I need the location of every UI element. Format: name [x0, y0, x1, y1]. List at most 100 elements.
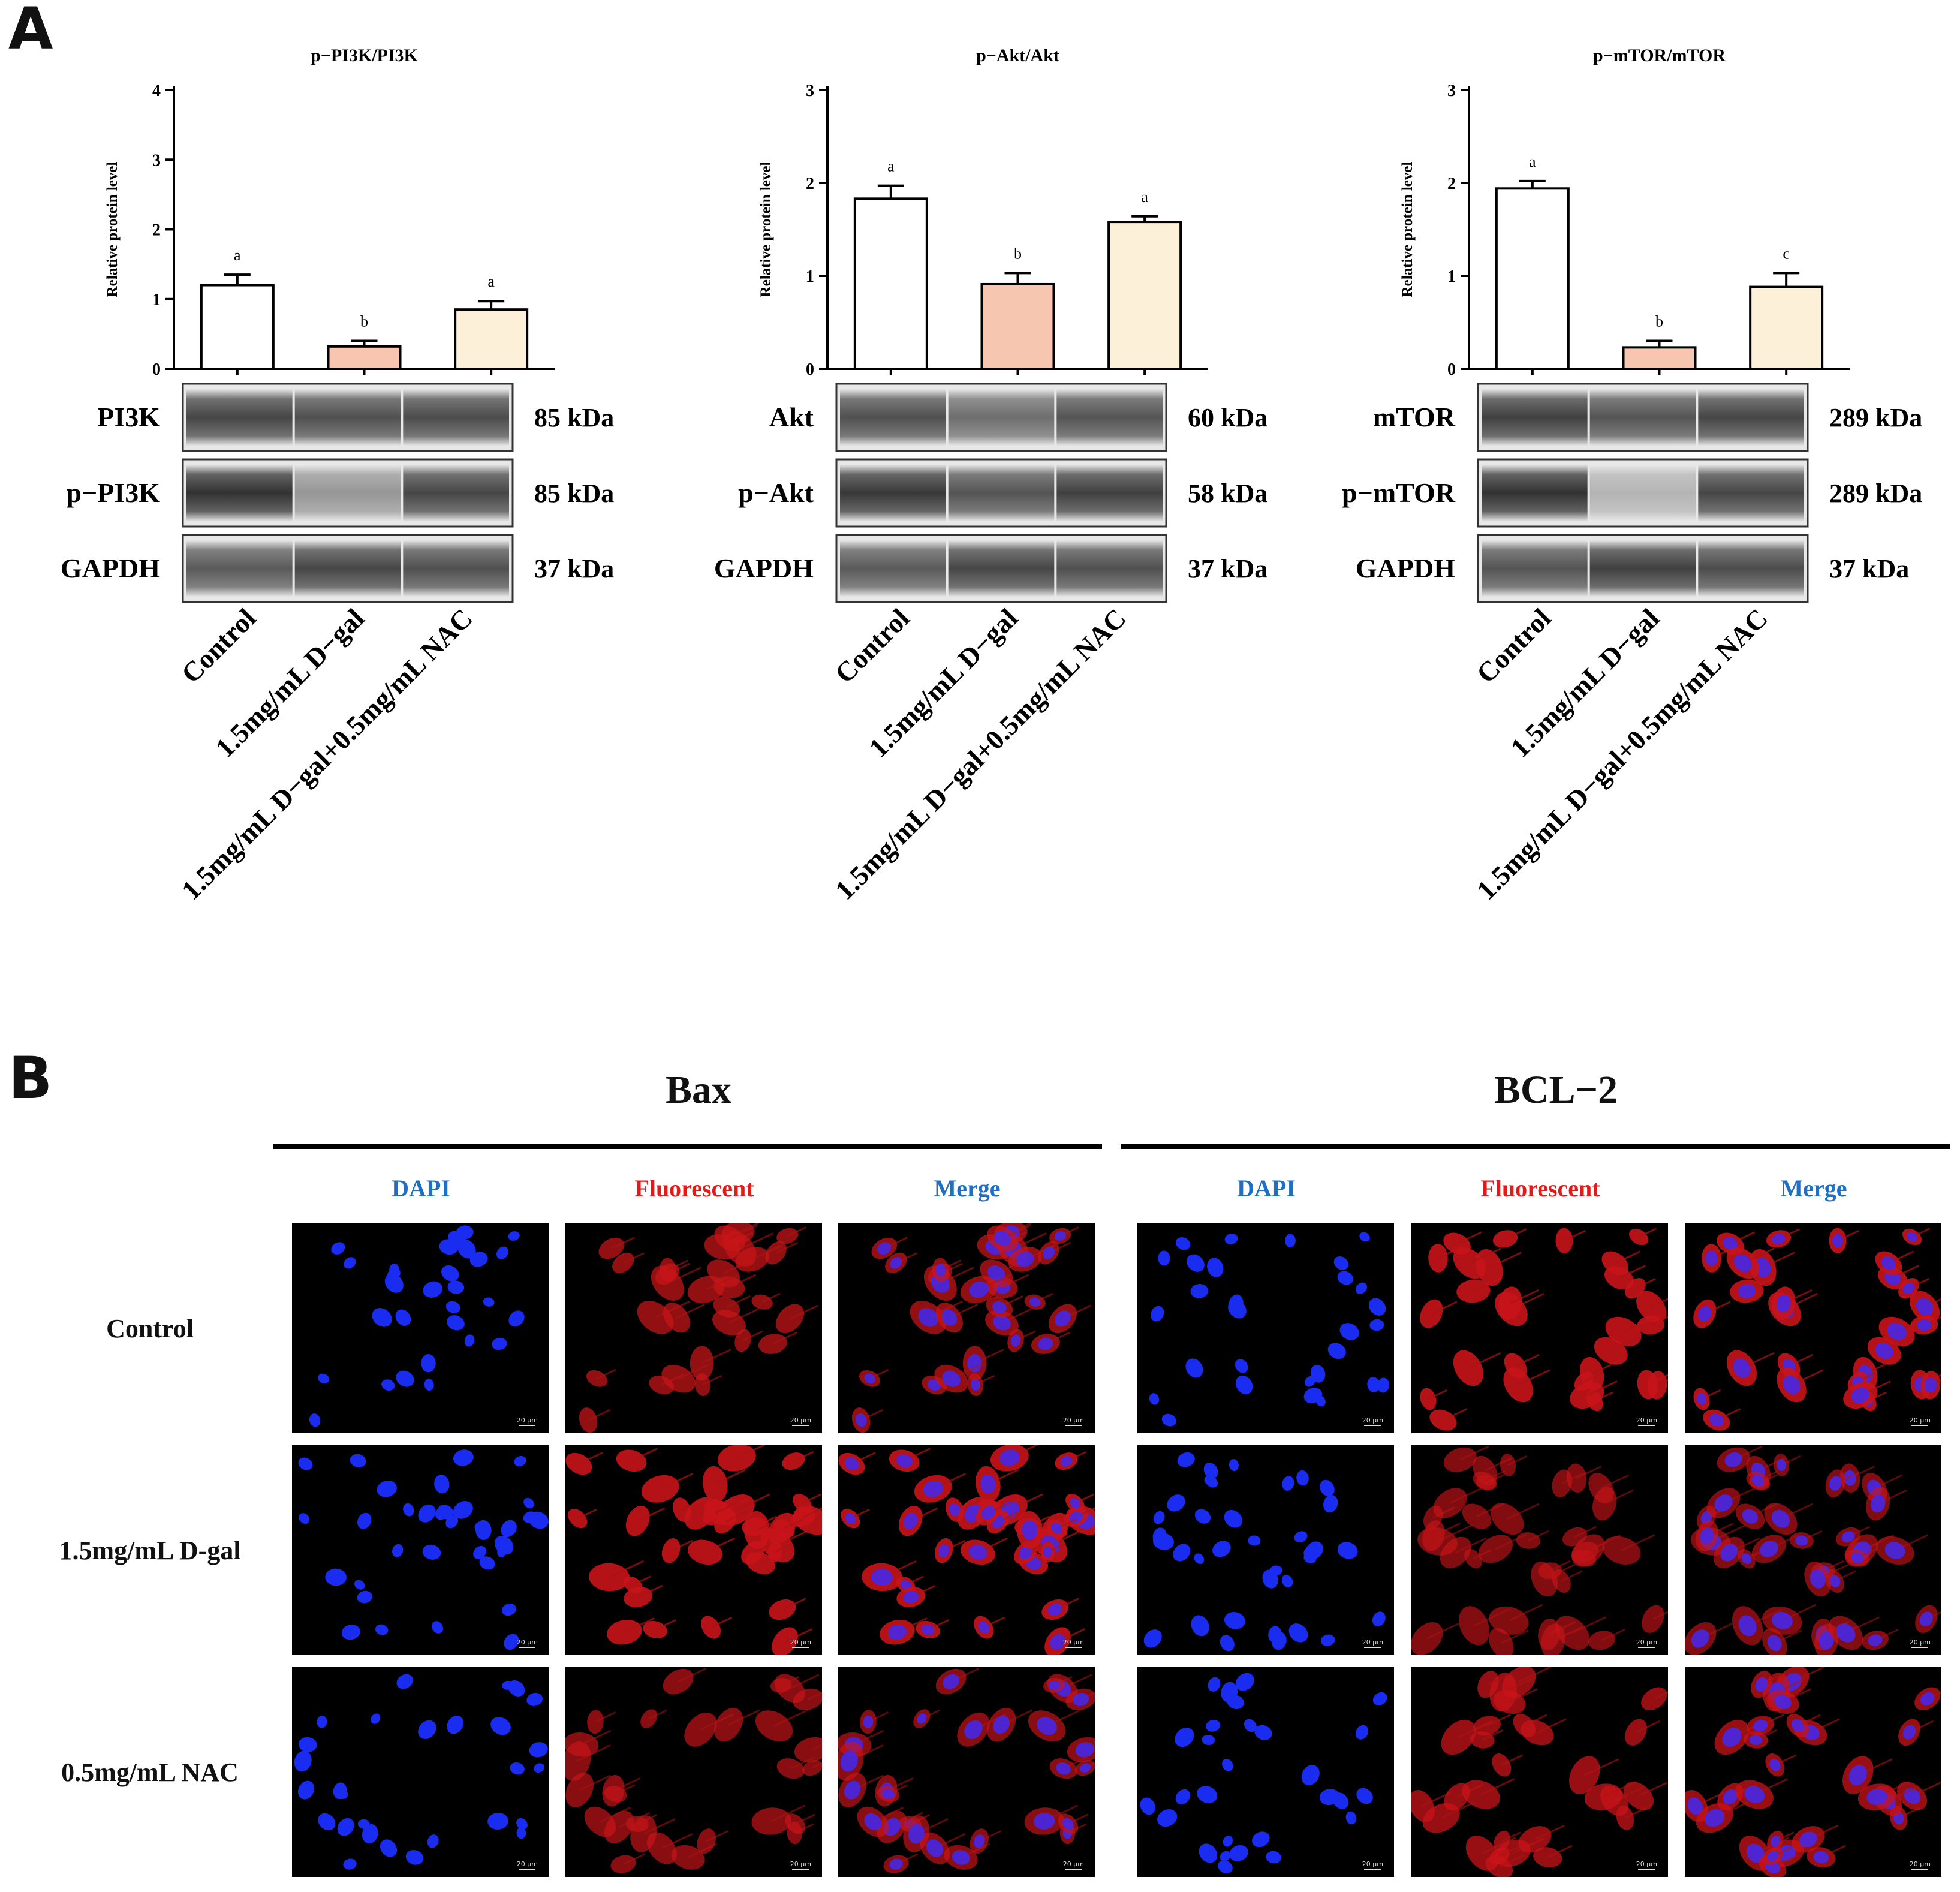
bar-chart-akt: p−Akt/Akt Relative protein level 0 1 2 3 a b a Ak…: [714, 46, 1267, 906]
cell-nucleus: [534, 1763, 545, 1773]
cell-process: [1443, 1408, 1468, 1421]
cell-cytoplasm: [616, 1449, 647, 1472]
cell-process: [1484, 1470, 1506, 1482]
significance-letter: a: [1529, 153, 1536, 170]
cell-process: [1480, 1778, 1515, 1795]
cell-nucleus: [502, 1680, 514, 1690]
micrograph-merge: 20 μm: [1685, 1445, 1941, 1655]
cell-cytoplasm: [1602, 1536, 1641, 1565]
cell-nucleus: [423, 1281, 443, 1298]
cell-process: [1518, 1369, 1550, 1386]
cell-nucleus: [993, 1715, 1010, 1734]
cell-nucleus: [952, 1850, 970, 1865]
cell-cytoplasm: [1625, 1719, 1647, 1746]
cell-nucleus: [1829, 1574, 1841, 1587]
cell-nucleus: [441, 1265, 459, 1282]
blot-band: [1589, 389, 1696, 446]
bar-chart-mtor: p−mTOR/mTOR Relative protein level 0 1 2 3 a b c…: [1342, 46, 1922, 906]
cell-process: [1456, 1231, 1482, 1245]
cell-cytoplasm: [1493, 1690, 1526, 1714]
cell-nucleus: [1204, 1475, 1217, 1486]
cell-cytoplasm: [1492, 1753, 1512, 1777]
cell-process: [576, 1744, 611, 1762]
cell-cytoplasm: [1637, 1315, 1665, 1335]
cell-nucleus: [1153, 1511, 1165, 1524]
cell-nucleus: [1161, 1413, 1176, 1427]
cell-process: [808, 1692, 822, 1701]
scale-bar-label: 20 μm: [1636, 1416, 1657, 1424]
scale-bar: 20 μm: [517, 1638, 538, 1648]
scale-bar: 20 μm: [517, 1860, 538, 1870]
scale-bar-line: [1065, 1869, 1082, 1870]
cell-nucleus: [1742, 1509, 1759, 1524]
cell-cytoplasm: [769, 1599, 796, 1620]
cell-process: [725, 1510, 748, 1523]
cell-nucleus: [1203, 1463, 1218, 1479]
cell-nucleus: [871, 1568, 893, 1586]
cell-process: [1621, 1534, 1655, 1551]
cell-process: [772, 1331, 798, 1345]
micrograph-dapi: 20 μm: [1137, 1445, 1394, 1655]
cell-nucleus: [973, 1834, 985, 1848]
cell-process: [702, 1374, 722, 1386]
cell-cytoplasm: [1462, 1503, 1492, 1529]
blot-band: [948, 389, 1055, 446]
cell-nucleus: [1810, 1569, 1826, 1589]
cell-process: [773, 1709, 809, 1727]
cell-process: [611, 1237, 636, 1249]
cell-nucleus: [1223, 1835, 1233, 1847]
cell-process: [787, 1226, 806, 1237]
cell-cytoplasm: [802, 1760, 822, 1776]
cell-nucleus: [1355, 1282, 1368, 1294]
cell-nucleus: [1848, 1765, 1867, 1786]
blot-kda-label: 85 kDa: [534, 479, 614, 508]
y-tick-label: 0: [152, 360, 161, 379]
cell-process: [588, 1409, 610, 1421]
cell-nucleus: [514, 1456, 526, 1467]
cell-nucleus: [1836, 1623, 1856, 1643]
cell-nucleus: [1755, 1677, 1768, 1692]
blot-band: [1482, 464, 1588, 522]
significance-letter: c: [1783, 245, 1790, 262]
cell-process: [811, 1744, 822, 1751]
cell-cytoplasm: [690, 1346, 714, 1381]
micrograph-fluorescent: 20 μm: [1411, 1445, 1668, 1655]
cell-nucleus: [427, 1834, 439, 1848]
cell-nucleus: [1197, 1786, 1218, 1803]
cell-nucleus: [935, 1263, 946, 1277]
cell-nucleus: [877, 1242, 892, 1255]
cell-nucleus: [516, 1818, 528, 1830]
cell-nucleus: [926, 1839, 944, 1857]
cell-process: [1574, 1526, 1597, 1538]
scale-bar: 20 μm: [1063, 1416, 1084, 1426]
cell-process: [1615, 1250, 1641, 1264]
cell-nucleus: [1051, 1523, 1063, 1534]
cell-nucleus: [1902, 1282, 1915, 1294]
cell-nucleus: [453, 1500, 473, 1519]
cell-nucleus: [1281, 1574, 1293, 1587]
cell-nucleus: [1919, 1611, 1933, 1627]
blot-band: [840, 464, 946, 522]
cell-process: [1652, 1611, 1668, 1620]
cell-nucleus: [923, 1480, 943, 1497]
cell-nucleus: [418, 1504, 436, 1523]
cell-nucleus: [1303, 1553, 1317, 1563]
chart-title: p−mTOR/mTOR: [1593, 46, 1726, 65]
cell-nucleus: [1887, 1323, 1907, 1340]
cell-cytoplasm: [776, 1758, 805, 1779]
chart-title: p−PI3K/PI3K: [311, 46, 418, 65]
scale-bar: 20 μm: [1910, 1416, 1931, 1426]
column-label-dapi: DAPI: [1237, 1175, 1296, 1202]
cell-process: [631, 1448, 658, 1462]
column-label-fluorescent: Fluorescent: [1480, 1175, 1600, 1202]
cell-nucleus: [942, 1370, 961, 1387]
cell-nucleus: [1218, 1860, 1233, 1874]
cell-process: [1561, 1570, 1583, 1582]
y-axis-label: Relative protein level: [758, 162, 774, 297]
cell-nucleus: [1320, 1634, 1335, 1646]
cell-process: [655, 1619, 677, 1631]
cell-nucleus: [864, 1813, 882, 1831]
cell-cytoplasm: [1624, 1782, 1654, 1810]
cell-process: [1501, 1754, 1523, 1766]
cell-process: [1619, 1265, 1646, 1279]
